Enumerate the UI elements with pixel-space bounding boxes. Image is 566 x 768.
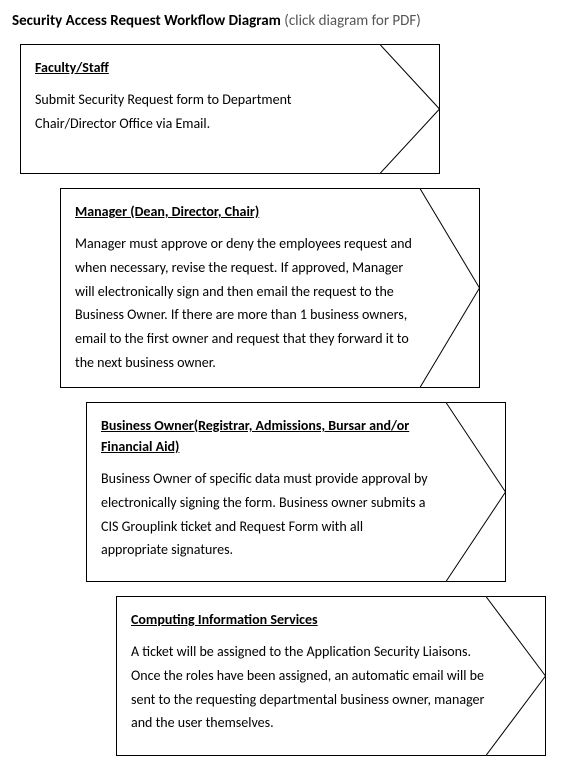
page-title-hint: (click diagram for PDF) [284,12,421,30]
workflow-step-body: Manager must approve or deny the employe… [75,232,415,375]
workflow-step-body: Business Owner of specific data must pro… [101,467,431,562]
page-title: Security Access Request Workflow Diagram… [12,12,554,30]
workflow-step-body: A ticket will be assigned to the Applica… [131,640,491,735]
workflow-step[interactable]: Business Owner(Registrar, Admissions, Bu… [86,402,506,582]
workflow-diagram[interactable]: Faculty/Staff Submit Security Request for… [12,44,554,756]
arrow-nose-icon [420,188,480,388]
workflow-step-heading: Faculty/Staff [35,57,315,78]
arrow-nose-icon [486,596,546,756]
workflow-step-heading: Manager (Dean, Director, Chair) [75,201,415,222]
workflow-step-heading: Business Owner(Registrar, Admissions, Bu… [101,415,431,457]
workflow-step[interactable]: Faculty/Staff Submit Security Request for… [20,44,440,174]
workflow-step-heading: Computing Information Services [131,609,491,630]
workflow-step[interactable]: Manager (Dean, Director, Chair) Manager m… [60,188,480,388]
arrow-nose-icon [446,402,506,582]
page-title-main: Security Access Request Workflow Diagram [12,12,281,30]
arrow-nose-icon [380,44,440,174]
workflow-step-body: Submit Security Request form to Departme… [35,88,315,136]
workflow-step[interactable]: Computing Information Services A ticket w… [116,596,546,756]
